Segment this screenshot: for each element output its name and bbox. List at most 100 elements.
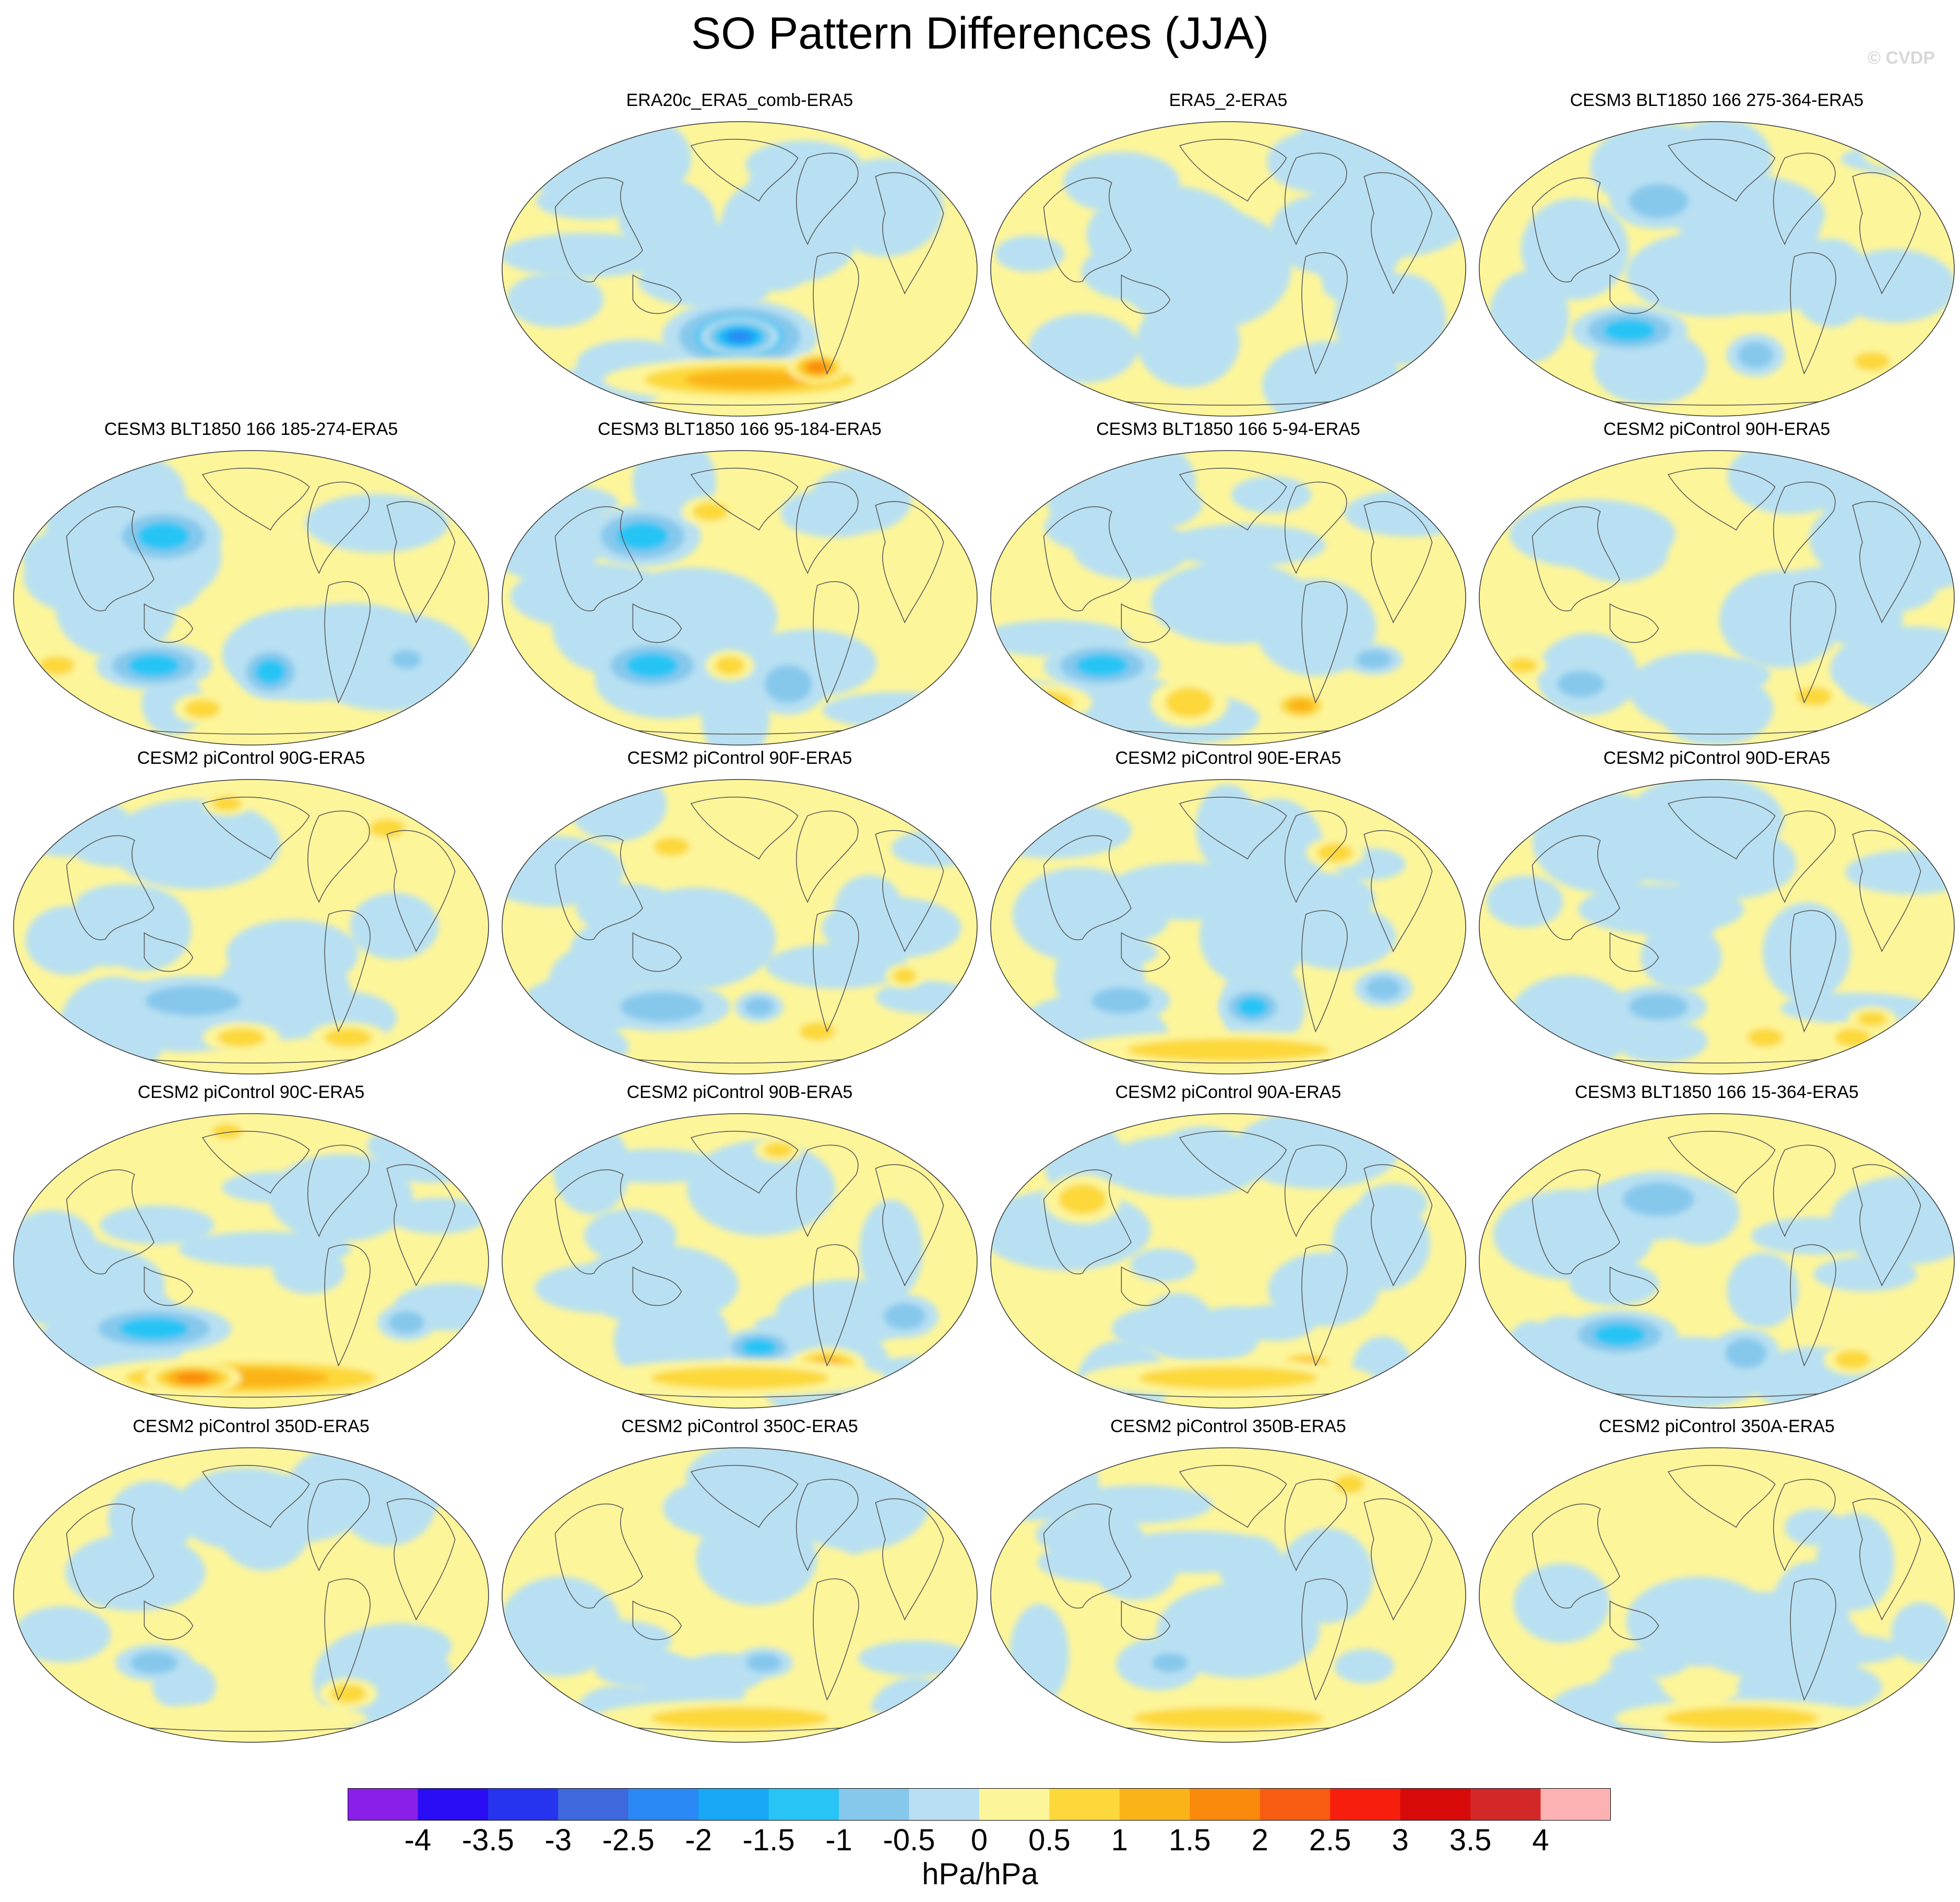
- anomaly-contour: [1603, 320, 1656, 341]
- panel-title: CESM2 piControl 350D-ERA5: [133, 1416, 370, 1436]
- colorbar-tick-label: -0.5: [883, 1823, 935, 1857]
- colorbar-swatch: [1400, 1788, 1471, 1821]
- anomaly-region: [1153, 1126, 1252, 1188]
- anomaly-contour: [1738, 341, 1774, 369]
- anomaly-contour: [684, 370, 814, 389]
- anomaly-contour: [1132, 1707, 1324, 1730]
- anomaly-region: [350, 892, 439, 960]
- coastline: [1773, 810, 1836, 903]
- coastline: [1531, 1503, 1620, 1609]
- colorbar-swatch: [979, 1788, 1050, 1821]
- coastline: [795, 152, 859, 245]
- colorbar-tick-label: -2.5: [602, 1823, 655, 1857]
- anomaly-contour: [1629, 184, 1689, 218]
- coastline: [66, 835, 155, 940]
- anomaly-contour: [1165, 687, 1214, 718]
- map-panel: CESM2 piControl 350A-ERA5: [1474, 1416, 1959, 1750]
- panel-title: CESM2 piControl 350B-ERA5: [1110, 1416, 1346, 1436]
- map-border: [502, 779, 978, 1074]
- colorbar-tick-label: 0.5: [1028, 1823, 1071, 1857]
- map-panel: CESM2 piControl 90D-ERA5: [1474, 748, 1959, 1082]
- coastline: [1790, 252, 1836, 375]
- coastline: [1179, 1130, 1287, 1194]
- anomaly-region: [1130, 1248, 1196, 1282]
- coastline: [813, 581, 859, 704]
- anomaly-contour: [1073, 517, 1190, 580]
- anomaly-contour: [1111, 1307, 1209, 1351]
- coastline: [690, 1464, 799, 1528]
- anomaly-region: [1231, 476, 1312, 514]
- coastline: [144, 932, 194, 972]
- map-panel: CESM2 piControl 350B-ERA5: [985, 1416, 1471, 1750]
- anomaly-contour: [1014, 691, 1074, 714]
- panel-title: CESM2 piControl 90B-ERA5: [626, 1082, 853, 1102]
- colorbar-swatch: [1119, 1788, 1190, 1821]
- colorbar-swatch: [768, 1788, 839, 1821]
- anomaly-contour: [1305, 182, 1403, 294]
- coastline: [1790, 581, 1836, 704]
- coastline: [386, 1164, 456, 1287]
- anomaly-contour: [128, 654, 180, 677]
- coastline: [144, 1266, 194, 1306]
- panel-title: CESM3 BLT1850 166 275-364-ERA5: [1570, 90, 1864, 110]
- coastline: [324, 1244, 371, 1367]
- anomaly-contour: [1663, 1707, 1819, 1730]
- anomaly-contour: [184, 699, 221, 718]
- anomaly-region: [859, 1200, 923, 1301]
- coastline: [875, 1498, 944, 1621]
- anomaly-region: [1009, 1604, 1069, 1704]
- map-svg: [502, 779, 978, 1074]
- anomaly-region: [1813, 1257, 1917, 1292]
- anomaly-region: [780, 488, 888, 538]
- map-svg: [1479, 779, 1955, 1074]
- colorbar-tick-label: -1: [825, 1823, 852, 1857]
- anomaly-contour: [884, 1303, 926, 1330]
- anomaly-contour: [1237, 997, 1268, 1017]
- anomaly-contour: [391, 649, 422, 669]
- anomaly-region: [367, 1122, 489, 1170]
- anomaly-contour: [1629, 993, 1689, 1020]
- anomaly-contour: [255, 659, 286, 684]
- anomaly-contour: [1126, 1038, 1330, 1061]
- anomaly-contour: [827, 158, 944, 257]
- coastline: [1121, 1600, 1171, 1640]
- panel-title: CESM3 BLT1850 166 95-184-ERA5: [598, 419, 882, 439]
- anomaly-contour: [1356, 649, 1392, 669]
- anomaly-region: [891, 830, 977, 867]
- coastline: [201, 796, 310, 860]
- coastline: [1301, 581, 1348, 704]
- panel-title: CESM2 piControl 90D-ERA5: [1603, 748, 1831, 768]
- anomaly-region: [875, 980, 975, 1014]
- coastline: [1790, 1244, 1836, 1367]
- coastline: [1301, 252, 1348, 375]
- coastline: [1531, 506, 1620, 611]
- map-border: [502, 450, 978, 746]
- coastline: [324, 1578, 371, 1701]
- anomaly-region: [1669, 122, 1772, 202]
- figure-title: SO Pattern Differences (JJA): [691, 8, 1269, 58]
- colorbar-swatch: [1470, 1788, 1541, 1821]
- anomaly-region: [552, 1122, 631, 1215]
- anomaly-contour: [763, 1142, 794, 1158]
- coastline: [1284, 152, 1347, 245]
- coastline: [1609, 1266, 1659, 1306]
- colorbar-swatch: [1260, 1788, 1331, 1821]
- anomaly-region: [305, 493, 448, 553]
- map-svg: [502, 1447, 978, 1743]
- map-panel: CESM2 piControl 90H-ERA5: [1474, 419, 1959, 753]
- anomaly-contour: [620, 991, 704, 1022]
- anomaly-contour: [650, 1707, 829, 1730]
- coastline: [1284, 1479, 1347, 1572]
- anomaly-region: [1150, 561, 1314, 644]
- anomaly-region: [108, 1481, 196, 1557]
- colorbar-swatch: [558, 1788, 629, 1821]
- anomaly-contour: [613, 1276, 672, 1307]
- coastline: [1531, 835, 1620, 940]
- coastline: [144, 1600, 194, 1640]
- anomaly-contour: [1507, 658, 1538, 674]
- coastline: [1852, 1498, 1921, 1621]
- coastline: [1773, 1479, 1836, 1572]
- anomaly-contour: [1317, 843, 1353, 863]
- anomaly-contour: [728, 331, 751, 342]
- anomaly-region: [388, 1198, 488, 1234]
